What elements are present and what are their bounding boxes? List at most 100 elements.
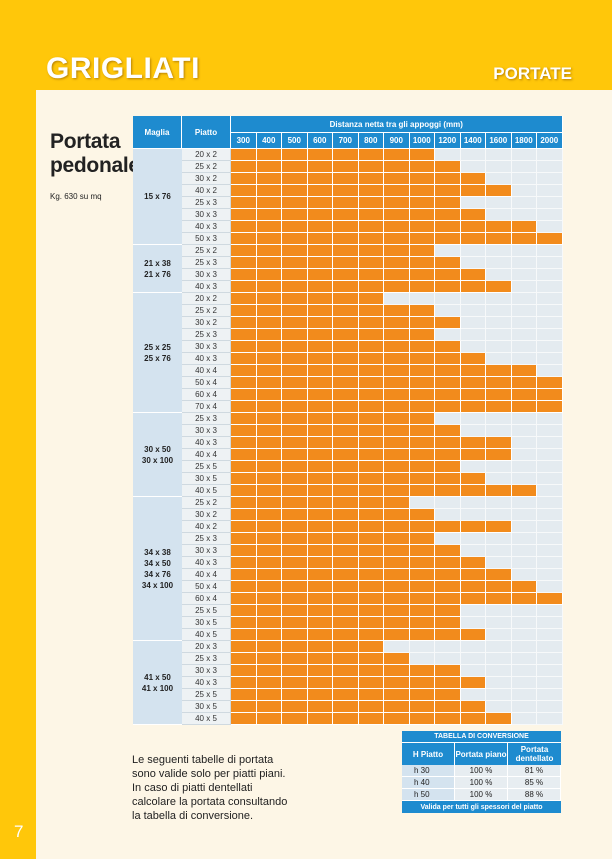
table-row: 30 x 3 bbox=[133, 269, 563, 281]
load-cell-empty bbox=[537, 653, 563, 665]
piatto-cell: 20 x 2 bbox=[182, 293, 231, 305]
load-cell-ok bbox=[256, 317, 282, 329]
load-cell-ok bbox=[358, 437, 384, 449]
load-cell-ok bbox=[409, 353, 435, 365]
table-row: 40 x 5 bbox=[133, 629, 563, 641]
load-cell-ok bbox=[307, 209, 333, 221]
load-cell-ok bbox=[256, 341, 282, 353]
load-cell-empty bbox=[537, 509, 563, 521]
load-cell-empty bbox=[486, 641, 512, 653]
load-cell-ok bbox=[384, 365, 410, 377]
load-cell-ok bbox=[409, 173, 435, 185]
load-cell-ok bbox=[486, 521, 512, 533]
piatto-cell: 25 x 3 bbox=[182, 329, 231, 341]
load-cell-empty bbox=[460, 653, 486, 665]
table-row: 30 x 2 bbox=[133, 317, 563, 329]
piatto-cell: 25 x 3 bbox=[182, 533, 231, 545]
load-cell-ok bbox=[384, 701, 410, 713]
load-cell-ok bbox=[486, 401, 512, 413]
table-row: 25 x 3 bbox=[133, 197, 563, 209]
load-cell-ok bbox=[384, 677, 410, 689]
load-cell-ok bbox=[256, 713, 282, 725]
load-cell-ok bbox=[282, 341, 308, 353]
load-cell-ok bbox=[307, 149, 333, 161]
load-cell-empty bbox=[511, 269, 537, 281]
page-title: GRIGLIATI bbox=[46, 52, 200, 85]
load-cell-ok bbox=[460, 209, 486, 221]
conversion-row: h 40 100 % 85 % bbox=[402, 777, 562, 789]
load-cell-empty bbox=[460, 509, 486, 521]
load-cell-empty bbox=[511, 509, 537, 521]
load-cell-ok bbox=[384, 305, 410, 317]
load-cell-ok bbox=[435, 401, 461, 413]
load-cell-ok bbox=[307, 713, 333, 725]
load-cell-ok bbox=[460, 281, 486, 293]
load-cell-empty bbox=[511, 569, 537, 581]
load-cell-ok bbox=[511, 593, 537, 605]
load-cell-empty bbox=[511, 353, 537, 365]
load-cell-ok bbox=[435, 233, 461, 245]
load-cell-ok bbox=[282, 245, 308, 257]
load-cell-ok bbox=[282, 197, 308, 209]
load-cell-ok bbox=[231, 377, 257, 389]
load-cell-empty bbox=[511, 161, 537, 173]
load-cell-ok bbox=[409, 233, 435, 245]
load-cell-ok bbox=[460, 701, 486, 713]
load-cell-ok bbox=[282, 617, 308, 629]
load-cell-ok bbox=[307, 521, 333, 533]
load-cell-empty bbox=[460, 689, 486, 701]
load-cell-empty bbox=[486, 557, 512, 569]
load-cell-ok bbox=[307, 569, 333, 581]
load-cell-ok bbox=[256, 209, 282, 221]
load-cell-ok bbox=[384, 269, 410, 281]
load-cell-ok bbox=[333, 473, 359, 485]
table-row: 40 x 3 bbox=[133, 221, 563, 233]
load-cell-empty bbox=[460, 149, 486, 161]
load-cell-ok bbox=[460, 677, 486, 689]
load-cell-empty bbox=[537, 425, 563, 437]
load-cell-ok bbox=[435, 665, 461, 677]
maglia-label: 30 x 50 bbox=[144, 444, 171, 454]
load-cell-ok bbox=[231, 233, 257, 245]
load-cell-ok bbox=[409, 581, 435, 593]
load-cell-ok bbox=[333, 485, 359, 497]
load-cell-ok bbox=[256, 497, 282, 509]
load-cell-ok bbox=[435, 425, 461, 437]
load-cell-ok bbox=[460, 233, 486, 245]
maglia-cell: 15 x 76 bbox=[133, 149, 182, 245]
piatto-cell: 25 x 3 bbox=[182, 197, 231, 209]
distance-col-700: 700 bbox=[333, 133, 359, 149]
load-cell-empty bbox=[486, 173, 512, 185]
load-cell-ok bbox=[409, 329, 435, 341]
load-cell-ok bbox=[256, 197, 282, 209]
load-cell-ok bbox=[333, 533, 359, 545]
load-cell-ok bbox=[282, 281, 308, 293]
load-cell-ok bbox=[358, 617, 384, 629]
load-cell-empty bbox=[511, 461, 537, 473]
load-cell-ok bbox=[231, 641, 257, 653]
load-cell-empty bbox=[537, 221, 563, 233]
load-cell-ok bbox=[384, 413, 410, 425]
load-cell-ok bbox=[282, 257, 308, 269]
piatto-cell: 20 x 2 bbox=[182, 149, 231, 161]
load-cell-empty bbox=[460, 305, 486, 317]
load-cell-empty bbox=[511, 257, 537, 269]
load-cell-empty bbox=[537, 557, 563, 569]
load-cell-ok bbox=[460, 713, 486, 725]
load-cell-ok bbox=[282, 329, 308, 341]
conversion-piano: 100 % bbox=[455, 777, 508, 789]
load-cell-ok bbox=[333, 629, 359, 641]
table-row: 25 x 5 bbox=[133, 461, 563, 473]
load-cell-ok bbox=[384, 233, 410, 245]
load-cell-ok bbox=[384, 617, 410, 629]
load-cell-ok bbox=[333, 353, 359, 365]
load-cell-ok bbox=[435, 377, 461, 389]
load-cell-ok bbox=[256, 281, 282, 293]
load-cell-empty bbox=[537, 329, 563, 341]
conversion-piano: 100 % bbox=[455, 765, 508, 777]
load-cell-ok bbox=[384, 689, 410, 701]
load-cell-ok bbox=[435, 269, 461, 281]
load-cell-empty bbox=[486, 149, 512, 161]
load-cell-ok bbox=[384, 257, 410, 269]
load-cell-ok bbox=[256, 701, 282, 713]
